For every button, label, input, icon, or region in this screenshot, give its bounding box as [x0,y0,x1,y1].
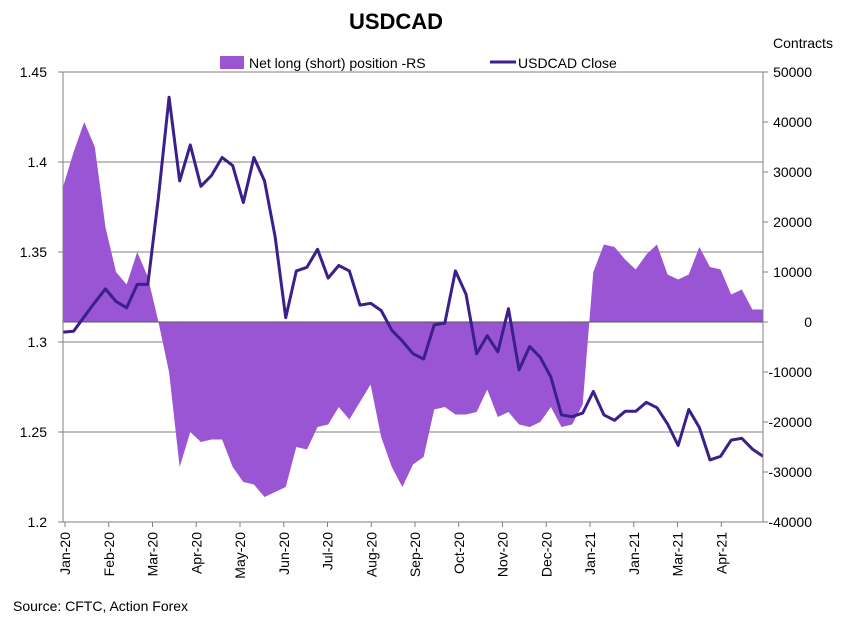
x-axis-tick-label: Sep-20 [407,532,423,577]
x-axis-tick-label: Mar-20 [145,532,161,577]
axes [62,72,764,523]
right-axis-tick-label: 0 [804,314,812,330]
right-axis-tick-label: -30000 [768,464,812,480]
legend-area-swatch [220,56,244,69]
usdcad-close-line [62,95,764,462]
left-axis-tick-label: 1.3 [28,334,48,350]
x-axis-tick-label: Oct-20 [451,532,467,574]
right-axis-tick-label: -20000 [768,414,812,430]
left-axis-tick-label: 1.35 [20,244,47,260]
x-axis-tick-labels: Jan-20 Feb-20 Mar-20 Apr-20 May-20 Jun-20 Jul-… [57,522,729,579]
legend-area-label: Net long (short) position -RS [249,55,426,71]
x-axis-tick-label: Jan-21 [626,532,642,575]
right-axis-tick-label: 50000 [773,64,812,80]
net-position-area-layer [63,122,763,497]
right-axis-tick-labels: -40000 -30000 -20000 -10000 0 10000 20000 30000… [763,64,812,530]
source-note: Source: CFTC, Action Forex [13,598,188,614]
right-axis-tick-label: -40000 [768,514,812,530]
left-axis-tick-label: 1.4 [28,154,48,170]
x-axis-tick-label: Apr-21 [713,532,729,574]
x-axis-tick-label: Jun-20 [276,532,292,575]
x-axis-tick-label: Dec-20 [538,532,554,577]
right-axis-tick-label: 10000 [773,264,812,280]
right-axis-tick-label: 30000 [773,164,812,180]
x-axis-tick-label: Jan-21 [582,532,598,575]
usdcad-line-layer [62,95,764,462]
legend-line-label: USDCAD Close [518,55,617,71]
left-axis-tick-labels: 1.2 1.25 1.3 1.35 1.4 1.45 [20,64,63,530]
right-axis-tick-label: 40000 [773,114,812,130]
right-axis-tick-label: -10000 [768,364,812,380]
left-axis-tick-label: 1.45 [20,64,47,80]
x-axis-tick-label: Mar-21 [670,532,686,577]
x-axis-tick-label: Aug-20 [363,532,379,577]
x-axis-tick-label: Nov-20 [495,532,511,577]
x-axis-tick-label: May-20 [232,532,248,579]
legend: Net long (short) position -RS USDCAD Clo… [220,55,617,71]
right-axis-tick-label: 20000 [773,214,812,230]
chart-title: USDCAD [349,9,443,34]
net-position-area [63,122,763,497]
x-axis-tick-label: Feb-20 [101,532,117,577]
x-axis-tick-label: Apr-20 [188,532,204,574]
x-axis-tick-label: Jan-20 [57,532,73,575]
x-axis-tick-label: Jul-20 [320,532,336,570]
left-axis-tick-label: 1.2 [28,514,48,530]
right-axis-title: Contracts [773,35,833,51]
left-axis-tick-label: 1.25 [20,424,47,440]
